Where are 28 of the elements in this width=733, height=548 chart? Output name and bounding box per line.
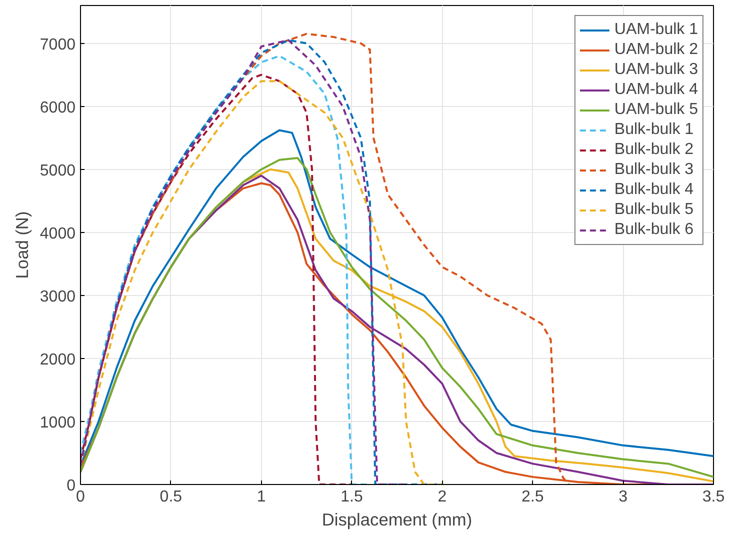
- legend-label: UAM-bulk 2: [614, 41, 698, 59]
- legend-label: UAM-bulk 5: [614, 101, 698, 119]
- y-tick-label: 3000: [40, 288, 76, 306]
- y-tick-label: 5000: [40, 162, 76, 180]
- y-tick-label: 4000: [40, 225, 76, 242]
- legend-label: Bulk-bulk 4: [614, 181, 694, 199]
- legend-label: UAM-bulk 4: [614, 81, 698, 99]
- y-tick-label: 1000: [40, 414, 76, 432]
- legend-label: Bulk-bulk 6: [614, 221, 694, 239]
- x-tick-label: 0.5: [160, 488, 182, 506]
- x-axis-title: Displacement (mm): [322, 510, 472, 530]
- legend-label: Bulk-bulk 1: [614, 121, 694, 139]
- y-axis-title: Load (N): [12, 211, 32, 279]
- legend-label: UAM-bulk 1: [614, 21, 698, 39]
- y-tick-label: 7000: [40, 36, 76, 54]
- x-tick-label: 2: [438, 488, 447, 506]
- x-tick-label: 2.5: [522, 488, 544, 506]
- legend-label: UAM-bulk 3: [614, 61, 698, 79]
- x-tick-label: 1.5: [340, 488, 364, 506]
- y-tick-label: 2000: [40, 351, 76, 368]
- x-tick-label: 3.5: [702, 488, 725, 506]
- legend-label: Bulk-bulk 3: [614, 161, 694, 179]
- legend-label: Bulk-bulk 5: [614, 201, 694, 219]
- y-tick-label: 0: [66, 478, 76, 494]
- x-tick-label: 3: [618, 488, 628, 506]
- x-tick-label: 1: [256, 488, 266, 506]
- legend-label: Bulk-bulk 2: [614, 141, 694, 159]
- y-tick-label: 6000: [40, 99, 76, 116]
